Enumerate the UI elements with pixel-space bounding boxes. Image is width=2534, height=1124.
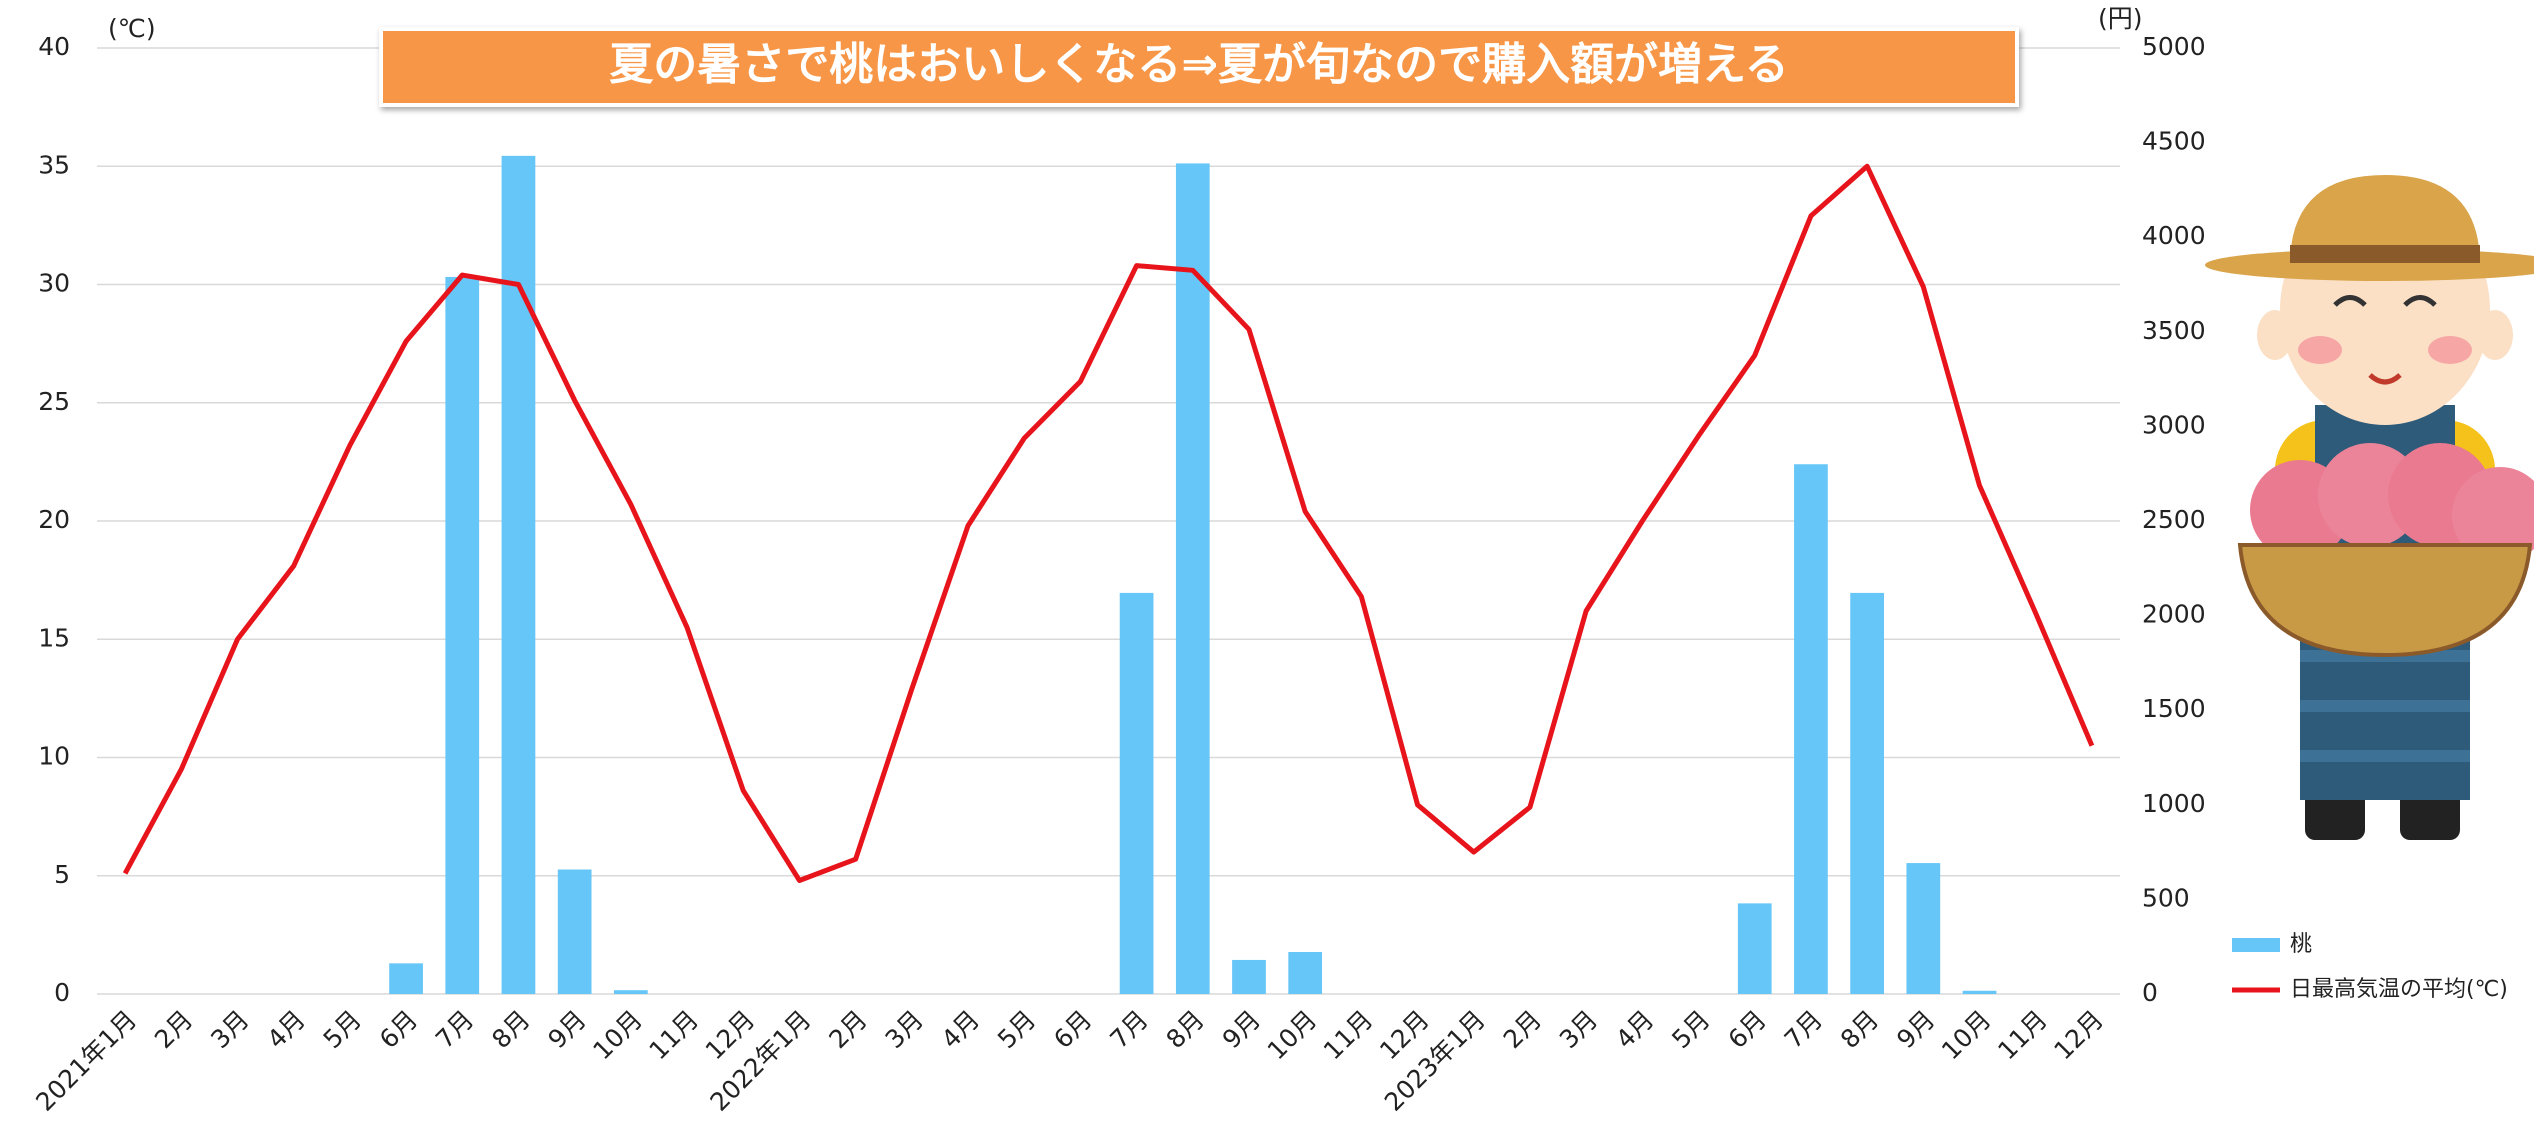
y2-tick-label: 1500	[2142, 694, 2206, 723]
bar	[501, 155, 536, 994]
bar	[1794, 464, 1828, 994]
y-tick-label: 35	[38, 150, 70, 179]
x-tick-label: 7月	[1779, 1005, 1828, 1054]
bar	[1232, 959, 1266, 994]
x-tick-label: 2月	[823, 1005, 872, 1054]
banner-text: 夏の暑さで桃はおいしくなる⇒夏が旬なので購入額が増える	[609, 39, 1789, 90]
banner-box	[379, 27, 2019, 107]
x-tick-label: 3月	[1554, 1005, 1603, 1054]
y-tick-label: 10	[38, 742, 70, 771]
x-tick-label: 4月	[261, 1005, 310, 1054]
x-tick-label: 6月	[1722, 1005, 1771, 1054]
x-tick-label: 6月	[374, 1005, 423, 1054]
line	[122, 163, 2095, 883]
x-tick-label: 10月	[587, 1005, 648, 1066]
plot: 0 5 10 15 20 25 30 35 40 0 500 1000 1500 2000 2500 3000…	[30, 32, 2508, 1117]
bar	[445, 276, 480, 994]
bar	[389, 963, 423, 994]
x-tick-label: 12月	[2048, 1005, 2109, 1066]
x-tick-label: 3月	[880, 1005, 929, 1054]
x-tick-label: 5月	[1666, 1005, 1715, 1054]
x-tick-label: 9月	[1217, 1005, 1266, 1054]
bar	[1737, 903, 1772, 994]
farmer-illustration	[2205, 175, 2534, 840]
y2-tick-label: 5000	[2142, 32, 2206, 61]
y-tick-label: 15	[38, 623, 70, 652]
x-tick-label: 9月	[542, 1005, 591, 1054]
y2-tick-label: 0	[2142, 978, 2158, 1007]
y2-tick-label: 4500	[2142, 127, 2206, 156]
y-tick-label: 30	[38, 269, 70, 298]
bar	[1288, 951, 1323, 994]
x-tick-label: 4月	[936, 1005, 985, 1054]
y2-tick-label: 1000	[2142, 789, 2206, 818]
y-tick-label: 25	[38, 387, 70, 416]
x-tick-label: 11月	[1318, 1005, 1379, 1066]
x-tick-label: 6月	[1048, 1005, 1097, 1054]
y2-tick-label: 2500	[2142, 505, 2206, 534]
x-tick-label: 7月	[430, 1005, 479, 1054]
y-tick-label: 0	[54, 978, 70, 1007]
y-tick-label: 40	[38, 32, 70, 61]
x-tick-label: 4月	[1610, 1005, 1659, 1054]
y2-tick-label: 3000	[2142, 410, 2206, 439]
x-tick-label: 11月	[644, 1005, 705, 1066]
bar	[1119, 592, 1154, 994]
bar	[613, 990, 648, 994]
y2-tick-label: 500	[2142, 883, 2190, 912]
bar	[1906, 863, 1941, 994]
x-tick-label: 8月	[1835, 1005, 1884, 1054]
y-tick-label: 5	[54, 860, 70, 889]
bar	[1962, 990, 1997, 994]
x-tick-label: 7月	[1104, 1005, 1153, 1054]
x-tick-label: 2月	[1498, 1005, 1547, 1054]
x-tick-label: 5月	[992, 1005, 1041, 1054]
y2-tick-label: 2000	[2142, 600, 2206, 629]
legend-label: 桃	[2290, 932, 2312, 957]
bar	[1175, 163, 1210, 995]
x-tick-label: 8月	[1161, 1005, 1210, 1054]
y2-tick-label: 4000	[2142, 221, 2206, 250]
x-tick-label: 5月	[318, 1005, 367, 1054]
bar	[1850, 592, 1884, 994]
x-tick-label: 8月	[486, 1005, 535, 1054]
x-tick-label: 2月	[149, 1005, 198, 1054]
y2-tick-label: 3500	[2142, 316, 2206, 345]
bar	[557, 869, 592, 994]
y-tick-label: 20	[38, 505, 70, 534]
x-tick-label: 3月	[205, 1005, 254, 1054]
legend-label: 日最高気温の平均(℃)	[2290, 977, 2508, 1002]
x-tick-label: 9月	[1891, 1005, 1940, 1054]
legend-swatch	[2232, 938, 2280, 952]
y2-axis-unit: (円)	[2098, 4, 2143, 33]
x-tick-label: 2021年1月	[30, 1005, 142, 1117]
x-tick-label: 11月	[1992, 1005, 2053, 1066]
y-axis-unit: (℃)	[108, 14, 156, 43]
x-tick-label: 10月	[1262, 1005, 1323, 1066]
x-tick-label: 10月	[1936, 1005, 1997, 1066]
